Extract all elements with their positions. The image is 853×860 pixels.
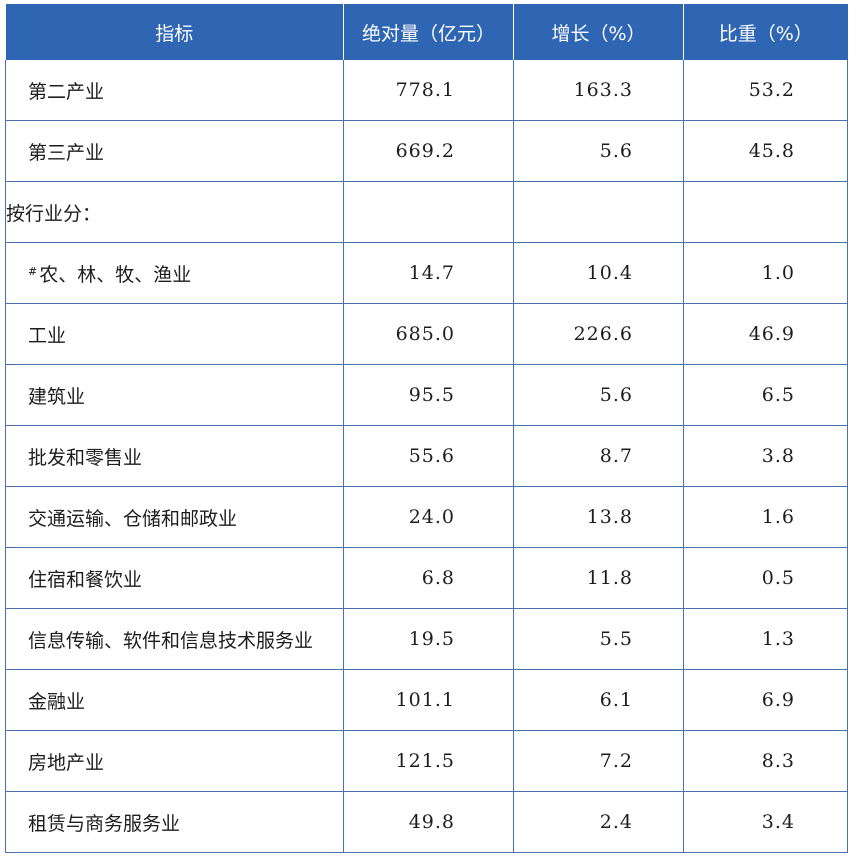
table-row: 工业 685.0 226.6 46.9	[5, 303, 848, 365]
cell-absolute: 49.8	[343, 791, 514, 853]
cell-growth: 11.8	[513, 547, 684, 609]
cell-absolute: 685.0	[343, 303, 514, 365]
table-row-group-heading: 按行业分：	[5, 181, 848, 243]
header-absolute: 绝对量（亿元）	[343, 4, 514, 60]
cell-growth: 5.5	[513, 608, 684, 670]
row-label: # 农、林、牧、渔业	[5, 242, 344, 304]
row-label: 房地产业	[5, 730, 344, 792]
row-label: 第二产业	[5, 60, 344, 121]
cell-share: 6.5	[683, 364, 848, 426]
cell-growth: 5.6	[513, 120, 684, 182]
row-label: 信息传输、软件和信息技术服务业	[5, 608, 344, 670]
table-row: 信息传输、软件和信息技术服务业 19.5 5.5 1.3	[5, 608, 848, 670]
row-label: 交通运输、仓储和邮政业	[5, 486, 344, 548]
cell-share: 1.0	[683, 242, 848, 304]
cell-absolute: 778.1	[343, 60, 514, 121]
table-row: 租赁与商务服务业 49.8 2.4 3.4	[5, 791, 848, 853]
table-row: 金融业 101.1 6.1 6.9	[5, 669, 848, 731]
group-label: 按行业分：	[5, 181, 344, 243]
cell-growth: 2.4	[513, 791, 684, 853]
table-row: 建筑业 95.5 5.6 6.5	[5, 364, 848, 426]
cell-growth: 6.1	[513, 669, 684, 731]
table-row: 批发和零售业 55.6 8.7 3.8	[5, 425, 848, 487]
cell-growth: 226.6	[513, 303, 684, 365]
table-body: 第二产业 778.1 163.3 53.2 第三产业 669.2 5.6 45.…	[5, 60, 848, 853]
cell-absolute: 19.5	[343, 608, 514, 670]
cell-absolute: 669.2	[343, 120, 514, 182]
table-row: 第二产业 778.1 163.3 53.2	[5, 60, 848, 121]
cell-absolute: 121.5	[343, 730, 514, 792]
statistics-table: 指标 绝对量（亿元） 增长（%） 比重（%） 第二产业 778.1 163.3 …	[5, 4, 848, 853]
row-label: 住宿和餐饮业	[5, 547, 344, 609]
cell-absolute: 95.5	[343, 364, 514, 426]
cell-share: 53.2	[683, 60, 848, 121]
cell-growth: 5.6	[513, 364, 684, 426]
header-share: 比重（%）	[683, 4, 848, 60]
cell-share: 1.3	[683, 608, 848, 670]
row-label-text: 农、林、牧、渔业	[39, 263, 192, 286]
cell-absolute: 6.8	[343, 547, 514, 609]
row-label: 第三产业	[5, 120, 344, 182]
cell-share: 8.3	[683, 730, 848, 792]
cell-growth: 13.8	[513, 486, 684, 548]
table-row: 住宿和餐饮业 6.8 11.8 0.5	[5, 547, 848, 609]
cell-growth: 10.4	[513, 242, 684, 304]
table-row: 交通运输、仓储和邮政业 24.0 13.8 1.6	[5, 486, 848, 548]
table-row: 第三产业 669.2 5.6 45.8	[5, 120, 848, 182]
cell-share: 45.8	[683, 120, 848, 182]
row-label: 批发和零售业	[5, 425, 344, 487]
header-growth: 增长（%）	[513, 4, 684, 60]
cell-share: 3.4	[683, 791, 848, 853]
row-label: 租赁与商务服务业	[5, 791, 344, 853]
row-label: 建筑业	[5, 364, 344, 426]
cell-growth: 163.3	[513, 60, 684, 121]
cell-growth	[513, 181, 684, 243]
cell-absolute: 14.7	[343, 242, 514, 304]
cell-share	[683, 181, 848, 243]
cell-share: 46.9	[683, 303, 848, 365]
cell-share: 6.9	[683, 669, 848, 731]
subset-marker: #	[28, 264, 38, 278]
cell-absolute: 55.6	[343, 425, 514, 487]
cell-growth: 7.2	[513, 730, 684, 792]
cell-share: 3.8	[683, 425, 848, 487]
header-indicator: 指标	[5, 4, 344, 60]
row-label: 金融业	[5, 669, 344, 731]
cell-absolute	[343, 181, 514, 243]
table-row: # 农、林、牧、渔业 14.7 10.4 1.0	[5, 242, 848, 304]
table-header: 指标 绝对量（亿元） 增长（%） 比重（%）	[5, 4, 848, 60]
row-label: 工业	[5, 303, 344, 365]
cell-absolute: 101.1	[343, 669, 514, 731]
cell-share: 1.6	[683, 486, 848, 548]
cell-absolute: 24.0	[343, 486, 514, 548]
table-row: 房地产业 121.5 7.2 8.3	[5, 730, 848, 792]
cell-share: 0.5	[683, 547, 848, 609]
cell-growth: 8.7	[513, 425, 684, 487]
header-row: 指标 绝对量（亿元） 增长（%） 比重（%）	[5, 4, 848, 60]
